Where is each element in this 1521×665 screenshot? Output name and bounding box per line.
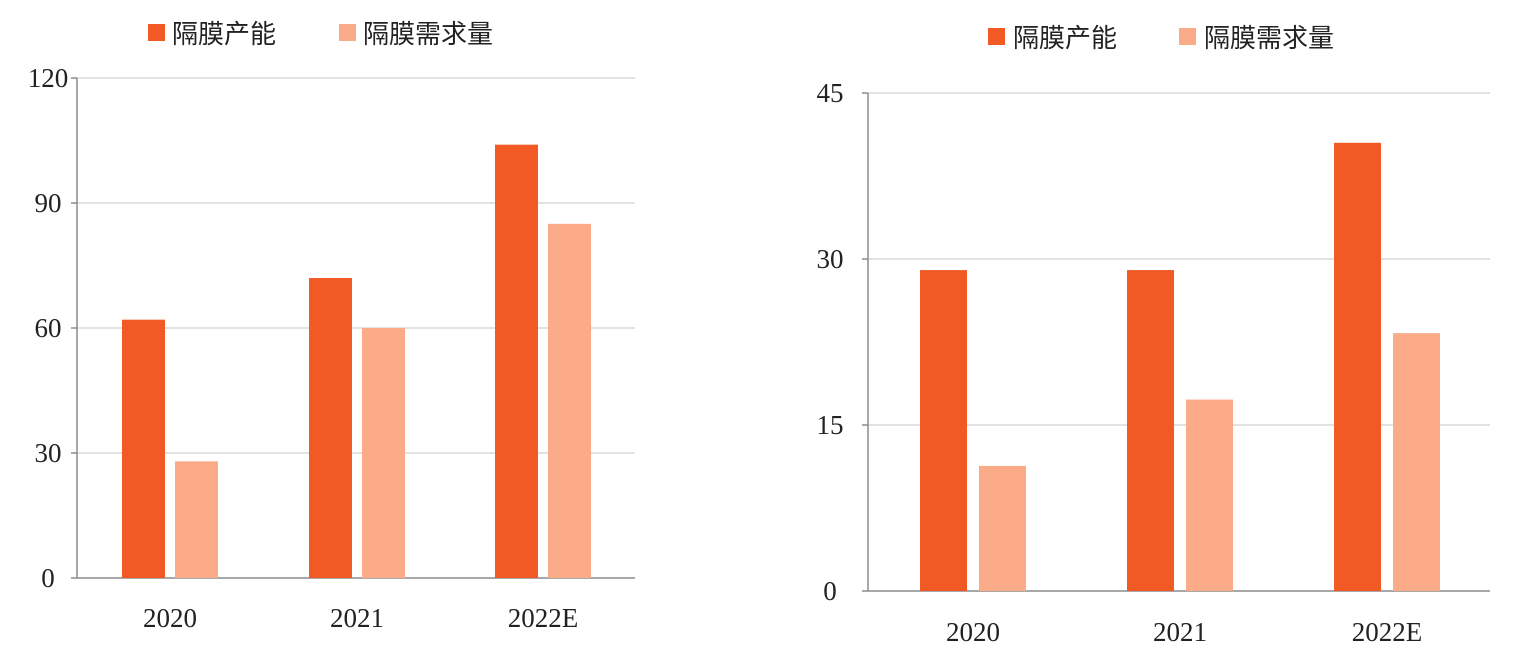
- left-bar-capacity-2021: [309, 278, 352, 578]
- left-legend-swatch-demand: [339, 24, 356, 41]
- right-legend-label-demand: 隔膜需求量: [1204, 24, 1334, 54]
- right-y-tick-label: 45: [817, 78, 844, 108]
- left-bar-demand-2022e: [548, 223, 591, 579]
- left-legend-label-capacity: 隔膜产能: [172, 20, 276, 50]
- right-y-tick-label: 30: [817, 244, 844, 274]
- left-x-category-label: 2022E: [508, 603, 579, 633]
- right-x-category-label: 2021: [1153, 617, 1207, 647]
- right-x-category-label: 2020: [946, 617, 1000, 647]
- left-legend-swatch-capacity: [148, 24, 165, 41]
- right-bar-capacity-2020: [920, 270, 967, 591]
- right-legend-swatch-capacity: [988, 28, 1005, 45]
- left-y-tick-label: 90: [35, 188, 62, 218]
- right-legend-swatch-demand: [1179, 28, 1196, 45]
- left-y-tick-label: 30: [35, 438, 62, 468]
- left-y-tick-label: 60: [35, 313, 62, 343]
- right-y-tick-label: 15: [817, 410, 844, 440]
- left-legend-label-demand: 隔膜需求量: [363, 20, 493, 50]
- right-bar-demand-2021: [1186, 399, 1233, 591]
- left-bar-demand-2020: [175, 461, 218, 578]
- left-bar-capacity-2020: [122, 319, 165, 578]
- right-bar-capacity-2021: [1127, 270, 1174, 591]
- left-x-category-label: 2020: [143, 603, 197, 633]
- left-y-tick-label: 0: [41, 563, 55, 593]
- right-bar-demand-2020: [979, 465, 1026, 591]
- right-bar-capacity-2022e: [1334, 142, 1381, 592]
- right-y-tick-label: 0: [823, 576, 837, 606]
- left-bar-capacity-2022e: [495, 144, 538, 578]
- chart-left-svg: 0 30 60 90 120 2020 2021 2022E 隔膜产能 隔膜需求量: [28, 20, 635, 633]
- left-bar-demand-2021: [362, 328, 405, 578]
- left-x-category-label: 2021: [330, 603, 384, 633]
- left-y-tick-label: 120: [28, 63, 69, 93]
- chart-left: 0 30 60 90 120 2020 2021 2022E 隔膜产能 隔膜需求量: [0, 0, 760, 665]
- chart-right-svg: 0 15 30 45 2020 2021 2022E 隔膜产能 隔膜需求量: [817, 24, 1490, 647]
- right-legend-label-capacity: 隔膜产能: [1013, 24, 1117, 54]
- right-bar-demand-2022e: [1393, 333, 1440, 591]
- right-x-category-label: 2022E: [1352, 617, 1423, 647]
- chart-right: 0 15 30 45 2020 2021 2022E 隔膜产能 隔膜需求量: [760, 0, 1521, 665]
